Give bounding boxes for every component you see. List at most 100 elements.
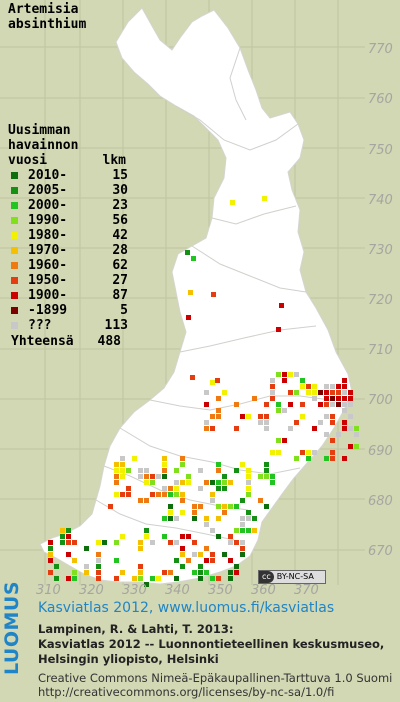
observation-dot	[204, 558, 209, 563]
observation-dot	[306, 450, 311, 455]
observation-dot	[156, 492, 161, 497]
observation-dot	[162, 468, 167, 473]
license-badge-text: BY-NC-SA	[276, 572, 314, 581]
observation-dot	[132, 456, 137, 461]
observation-dot	[190, 375, 195, 380]
observation-dot	[48, 570, 53, 575]
observation-dot	[204, 480, 209, 485]
legend-count: 30	[112, 183, 128, 198]
observation-dot	[180, 456, 185, 461]
observation-dot	[108, 504, 113, 509]
observation-dot	[48, 540, 53, 545]
observation-dot	[246, 480, 251, 485]
observation-dot	[348, 426, 353, 431]
observation-dot	[138, 570, 143, 575]
cc-icon: cc	[259, 571, 274, 583]
observation-dot	[240, 516, 245, 521]
observation-dot	[180, 498, 185, 503]
legend-row: -1899 5	[8, 303, 128, 318]
observation-dot	[215, 378, 220, 383]
observation-dot	[120, 468, 125, 473]
observation-dot	[246, 486, 251, 491]
citation-line2: Kasviatlas 2012 -- Luonnontieteellinen k…	[38, 637, 385, 651]
observation-dot	[294, 456, 299, 461]
observation-dot	[330, 390, 335, 395]
observation-dot	[342, 426, 347, 431]
observation-dot	[228, 558, 233, 563]
y-axis-label: 730	[368, 243, 393, 258]
license-url[interactable]: http://creativecommons.org/licenses/by-n…	[38, 685, 335, 699]
observation-dot	[240, 546, 245, 551]
x-axis-label: 330	[122, 583, 147, 598]
observation-dot	[66, 534, 71, 539]
observation-dot	[96, 552, 101, 557]
observation-dot	[204, 570, 209, 575]
observation-dot	[72, 570, 77, 575]
legend-year-label: 2000-	[28, 198, 68, 213]
legend-title-line2: havainnon	[8, 138, 79, 153]
observation-dot	[342, 402, 347, 407]
observation-dot	[336, 402, 341, 407]
legend-swatch	[11, 262, 18, 269]
observation-dot	[180, 510, 185, 515]
observation-dot	[192, 540, 197, 545]
observation-dot	[174, 468, 179, 473]
observation-dot	[120, 534, 125, 539]
y-axis-label: 750	[368, 143, 393, 158]
observation-dot	[210, 492, 215, 497]
observation-dot	[198, 486, 203, 491]
observation-dot	[185, 250, 190, 255]
legend-year-label: 1980-	[28, 228, 68, 243]
observation-dot	[330, 456, 335, 461]
observation-dot	[258, 474, 263, 479]
observation-dot	[348, 396, 353, 401]
observation-dot	[342, 456, 347, 461]
observation-dot	[48, 552, 53, 557]
observation-dot	[168, 570, 173, 575]
observation-dot	[354, 444, 359, 449]
observation-dot	[180, 462, 185, 467]
observation-dot	[240, 528, 245, 533]
legend-total: Yhteensä 488	[8, 333, 128, 349]
observation-dot	[180, 564, 185, 569]
observation-dot	[270, 450, 275, 455]
observation-dot	[138, 576, 143, 581]
observation-dot	[288, 426, 293, 431]
observation-dot	[234, 402, 239, 407]
observation-dot	[342, 384, 347, 389]
observation-dot	[252, 396, 257, 401]
observation-dot	[174, 486, 179, 491]
observation-dot	[144, 468, 149, 473]
observation-dot	[180, 492, 185, 497]
license-badge[interactable]: cc BY-NC-SA	[258, 570, 326, 584]
observation-dot	[174, 516, 179, 521]
observation-dot	[150, 492, 155, 497]
observation-dot	[240, 552, 245, 557]
observation-dot	[138, 468, 143, 473]
observation-dot	[240, 540, 245, 545]
legend-total-count: 488	[97, 333, 121, 349]
kasviatlas-link[interactable]: Kasviatlas 2012, www.luomus.fi/kasviatla…	[38, 600, 335, 616]
observation-dot	[270, 396, 275, 401]
observation-dot	[180, 534, 185, 539]
species-name-line1: Artemisia	[8, 2, 79, 17]
legend-row: 2000- 23	[8, 198, 128, 213]
observation-dot	[324, 402, 329, 407]
legend-swatch	[11, 307, 18, 314]
observation-dot	[186, 534, 191, 539]
legend-title: Uusimman havainnon	[8, 123, 128, 153]
observation-dot	[282, 438, 287, 443]
x-axis-label: 310	[36, 583, 61, 598]
observation-dot	[144, 480, 149, 485]
observation-dot	[66, 552, 71, 557]
legend-year-label: 1960-	[28, 258, 68, 273]
observation-dot	[288, 402, 293, 407]
observation-dot	[222, 510, 227, 515]
x-axis-label: 360	[251, 583, 276, 598]
observation-dot	[120, 456, 125, 461]
observation-dot	[150, 576, 155, 581]
observation-dot	[186, 474, 191, 479]
observation-dot	[306, 390, 311, 395]
citation-line3: Helsingin yliopisto, Helsinki	[38, 652, 219, 666]
observation-dot	[230, 200, 235, 205]
